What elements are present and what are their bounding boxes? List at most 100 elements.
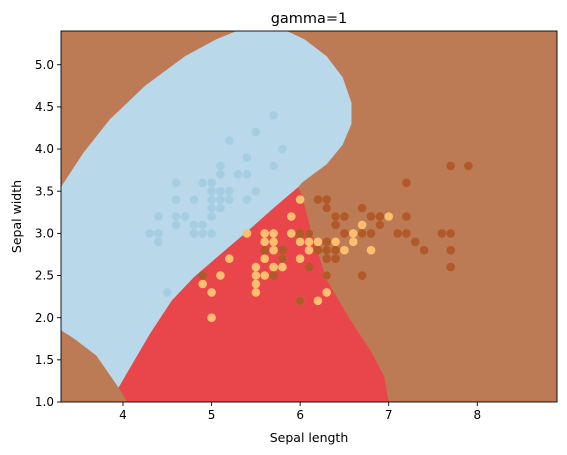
data-point-class-1 [278,262,287,272]
y-tick-label: 1.0 [35,395,54,409]
data-point-class-1 [251,279,261,289]
data-point-class-2 [269,271,278,280]
data-point-class-1 [251,271,261,280]
data-point-class-2 [375,212,385,221]
data-point-class-0 [216,195,225,204]
data-point-class-0 [225,136,234,145]
x-tick-label: 4 [119,408,127,422]
data-point-class-2 [357,203,367,213]
x-axis-ticks: 4 5 6 7 8 [119,402,481,422]
data-point-class-0 [216,186,225,196]
data-point-class-2 [278,254,287,263]
data-point-class-1 [207,288,216,297]
data-point-class-2 [411,237,420,247]
data-point-class-0 [145,229,154,238]
data-point-class-1 [295,254,305,263]
data-point-class-2 [464,161,473,171]
data-point-class-2 [340,212,349,221]
data-point-class-1 [260,271,270,280]
data-point-class-0 [269,161,278,171]
data-point-class-0 [216,203,225,213]
data-point-class-2 [419,245,429,255]
data-point-class-1 [260,229,270,238]
data-point-class-0 [171,212,181,221]
data-point-class-0 [233,170,243,179]
data-point-class-2 [446,262,456,272]
data-point-class-1 [384,212,394,221]
data-point-class-2 [402,229,411,238]
chart-title: gamma=1 [271,11,348,27]
data-point-class-0 [225,186,234,196]
data-point-class-0 [251,127,261,137]
data-point-class-0 [216,161,225,171]
data-points [145,111,473,323]
y-tick-label: 5.0 [35,58,54,72]
data-point-class-0 [207,203,216,213]
data-point-class-2 [322,203,332,213]
data-point-class-2 [198,271,207,280]
data-point-class-0 [198,220,207,230]
x-tick-label: 8 [473,408,481,422]
data-point-class-1 [269,245,278,255]
y-tick-label: 4.5 [35,100,54,114]
data-point-class-0 [163,288,172,297]
data-point-class-2 [313,195,323,204]
data-point-class-0 [189,229,199,238]
data-point-class-1 [287,212,296,221]
data-point-class-0 [180,212,190,221]
data-point-class-0 [242,153,252,162]
x-axis-label: Sepal length [270,430,349,445]
data-point-class-2 [446,229,456,238]
decision-region-class-0 [61,31,352,388]
data-point-class-0 [154,212,163,221]
y-axis-label: Sepal width [9,180,24,253]
data-point-class-0 [269,111,278,120]
plot-area [61,31,557,402]
data-point-class-0 [278,144,287,154]
data-point-class-0 [207,186,216,196]
x-tick-label: 5 [208,408,216,422]
y-tick-label: 2.5 [35,269,54,283]
data-point-class-2 [322,271,332,280]
data-point-class-0 [242,170,252,179]
data-point-class-2 [402,178,411,188]
data-point-class-2 [446,245,456,255]
data-point-class-1 [349,229,358,238]
data-point-class-2 [366,212,376,221]
data-point-class-1 [304,237,314,247]
data-point-class-0 [242,195,252,204]
data-point-class-1 [260,254,270,263]
data-point-class-1 [269,237,278,247]
data-point-class-0 [198,178,207,188]
data-point-class-2 [375,220,385,230]
data-point-class-0 [171,195,181,204]
data-point-class-1 [242,229,252,238]
data-point-class-2 [393,229,402,238]
y-tick-label: 3.5 [35,184,54,198]
data-point-class-1 [269,229,278,238]
data-point-class-2 [331,212,340,221]
data-point-class-1 [269,262,278,272]
data-point-class-1 [313,237,323,247]
data-point-class-1 [251,288,261,297]
data-point-class-1 [304,245,314,255]
data-point-class-0 [154,237,163,247]
data-point-class-1 [216,271,225,280]
data-point-class-2 [322,254,332,263]
data-point-class-0 [216,170,225,179]
y-tick-label: 2.0 [35,311,54,325]
data-point-class-1 [331,237,340,247]
data-point-class-2 [446,161,456,171]
data-point-class-0 [189,220,199,230]
data-point-class-2 [295,296,305,306]
data-point-class-0 [198,229,207,238]
data-point-class-1 [322,288,332,297]
data-point-class-2 [340,229,349,238]
data-point-class-1 [287,229,296,238]
data-point-class-2 [402,212,411,221]
data-point-class-2 [357,271,367,280]
data-point-class-2 [278,245,287,255]
data-point-class-1 [366,245,376,255]
data-point-class-1 [295,195,305,204]
